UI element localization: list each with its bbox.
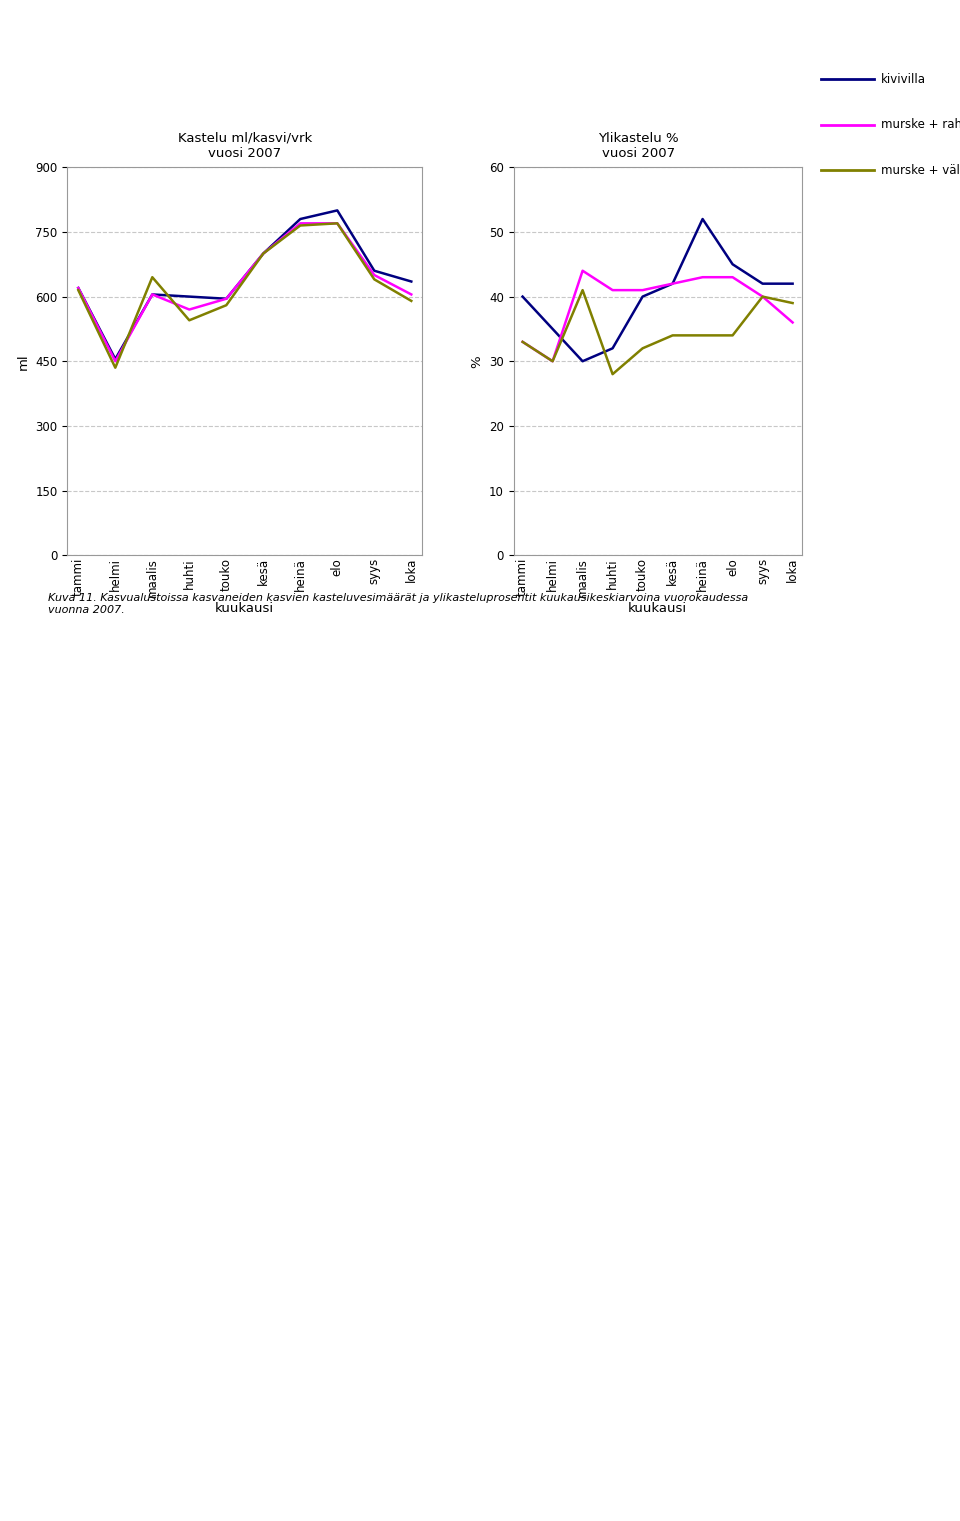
X-axis label: kuukausi: kuukausi <box>628 602 687 616</box>
Y-axis label: %: % <box>470 354 484 368</box>
Text: murske + väliture: murske + väliture <box>881 164 960 176</box>
Text: Kuva 11. Kasvualustoissa kasvaneiden kasvien kasteluvesimäärät ja ylikastelupros: Kuva 11. Kasvualustoissa kasvaneiden kas… <box>48 593 748 614</box>
Y-axis label: ml: ml <box>16 353 30 370</box>
Text: Ylikastelu %
vuosi 2007: Ylikastelu % vuosi 2007 <box>598 132 679 160</box>
Text: kivivilla: kivivilla <box>881 73 926 85</box>
Text: murske + rahkaturve: murske + rahkaturve <box>881 119 960 131</box>
Text: Kastelu ml/kasvi/vrk
vuosi 2007: Kastelu ml/kasvi/vrk vuosi 2007 <box>178 132 312 160</box>
X-axis label: kuukausi: kuukausi <box>215 602 275 616</box>
